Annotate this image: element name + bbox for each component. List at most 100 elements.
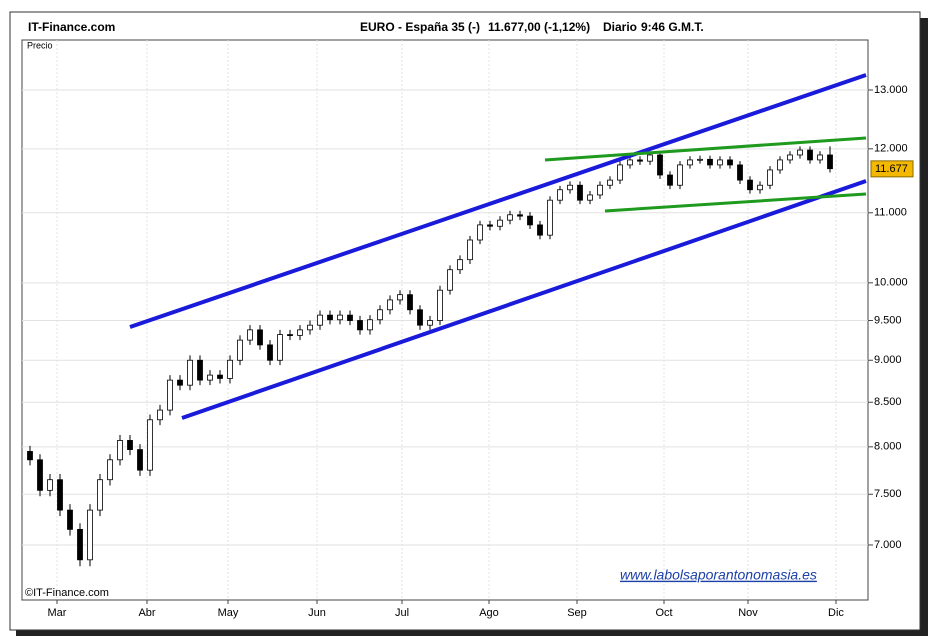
candle-body (237, 339, 243, 361)
x-tick-label: May (218, 607, 239, 619)
candle-body (197, 359, 203, 381)
x-tick-label: Ago (479, 607, 499, 619)
x-tick-label: Dic (828, 607, 844, 619)
candle-body (777, 159, 783, 171)
x-tick-label: Mar (48, 607, 67, 619)
candle-body (137, 449, 143, 471)
candle-body (487, 224, 493, 227)
candle-body (477, 224, 483, 241)
candle-body (67, 509, 73, 530)
candle-body (457, 259, 463, 271)
candle-body (247, 329, 253, 341)
candle-body (77, 528, 83, 561)
candle-body (257, 329, 263, 346)
candle-body (517, 214, 523, 217)
quote: 11.677,00 (-1,12%) (488, 20, 590, 34)
candle-body (297, 329, 303, 336)
candle-body (217, 374, 223, 379)
candle-body (387, 299, 393, 311)
candle-body (307, 324, 313, 331)
candle-body (187, 359, 193, 386)
candle-body (557, 189, 563, 201)
y-tick-label: 7.500 (874, 488, 902, 500)
candle-body (697, 158, 703, 161)
trend-line (129, 73, 867, 329)
candle-body (497, 219, 503, 227)
candle-body (737, 164, 743, 181)
candle-body (677, 164, 683, 186)
x-tick-label: Sep (567, 607, 587, 619)
candle-body (637, 159, 643, 162)
candle-body (767, 169, 773, 186)
candles (27, 146, 833, 567)
candle-body (327, 314, 333, 321)
y-tick-label: 8.000 (874, 441, 902, 453)
candle-body (407, 294, 413, 311)
y-tick-label: 13.000 (874, 84, 908, 96)
y-axis-label: Precio (27, 40, 53, 50)
candle-body (627, 159, 633, 166)
x-tick-label: Jun (308, 607, 326, 619)
candle-body (587, 194, 593, 201)
y-tick-label: 10.000 (874, 277, 908, 289)
candle-body (807, 149, 813, 161)
candle-body (707, 158, 713, 166)
candle-body (597, 184, 603, 196)
candle-body (37, 459, 43, 491)
candle-body (537, 224, 543, 236)
candle-body (577, 184, 583, 201)
candle-body (467, 239, 473, 261)
candle-body (107, 459, 113, 481)
candle-body (507, 214, 513, 221)
candle-body (717, 159, 723, 166)
candle-body (117, 440, 123, 461)
trend-line (604, 192, 867, 213)
candle-body (657, 154, 663, 176)
x-tick-label: Jul (395, 607, 409, 619)
candle-body (27, 451, 33, 461)
candle-body (787, 154, 793, 161)
candle-body (157, 409, 163, 421)
candle-body (167, 379, 173, 411)
y-tick-label: 11.000 (874, 207, 907, 219)
candle-body (527, 215, 533, 226)
candle-body (687, 159, 693, 166)
last-price-label: 11.677 (875, 163, 908, 175)
candle-body (747, 179, 753, 191)
candle-body (277, 334, 283, 361)
candle-body (647, 154, 653, 162)
trend-line (181, 179, 867, 420)
candle-body (207, 374, 213, 381)
candle-body (437, 289, 443, 321)
watermark: www.labolsaporantonomasia.es (620, 567, 817, 583)
y-tick-label: 9.000 (874, 354, 902, 366)
candle-body (367, 319, 373, 331)
candle-body (617, 164, 623, 181)
candle-body (177, 379, 183, 386)
candle-body (357, 320, 363, 331)
candle-body (667, 174, 673, 186)
candle-body (727, 159, 733, 166)
candle-body (547, 199, 553, 236)
candle-body (287, 334, 293, 336)
candle-body (267, 344, 273, 361)
y-tick-label: 9.500 (874, 314, 902, 326)
candle-body (447, 269, 453, 291)
x-tick-label: Abr (138, 607, 155, 619)
y-tick-label: 7.000 (874, 539, 902, 551)
candle-body (97, 479, 103, 511)
candle-body (607, 179, 613, 186)
candle-body (427, 320, 433, 326)
trend-line (544, 136, 867, 162)
plot-area (21, 39, 869, 601)
period: Diario (603, 20, 637, 34)
candle-body (817, 154, 823, 161)
copyright: ©IT-Finance.com (25, 587, 109, 599)
y-tick-label: 8.500 (874, 396, 902, 408)
x-tick-label: Nov (738, 607, 758, 619)
candle-body (87, 509, 93, 561)
candle-body (827, 154, 833, 170)
candle-body (377, 309, 383, 321)
candle-body (757, 184, 763, 191)
